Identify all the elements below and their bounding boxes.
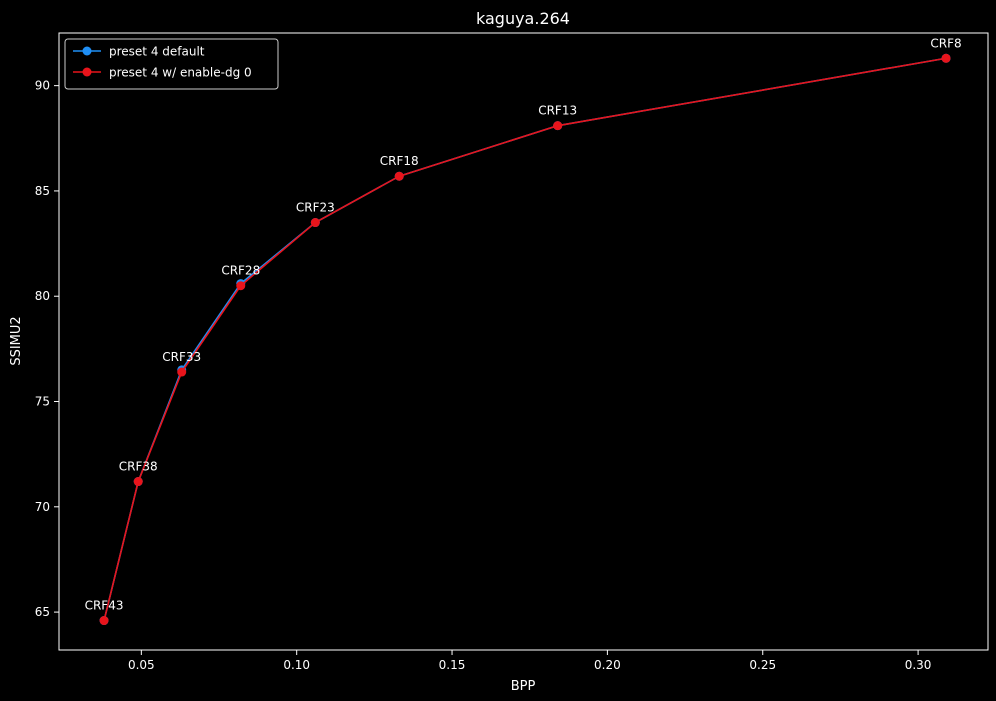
y-tick-label: 80 bbox=[35, 289, 50, 303]
y-tick-label: 85 bbox=[35, 184, 50, 198]
x-axis-label: BPP bbox=[511, 679, 536, 694]
point-annotation: CRF13 bbox=[538, 104, 577, 118]
legend-label: preset 4 default bbox=[109, 45, 205, 59]
x-axis: 0.05 0.10 0.15 0.20 0.25 0.30 bbox=[128, 650, 931, 672]
point-annotation: CRF43 bbox=[85, 599, 124, 613]
point-annotation: CRF23 bbox=[296, 201, 335, 215]
plot-area: CRF43 CRF38 CRF33 CRF28 CRF23 CRF18 CRF13 CRF8 bbox=[85, 36, 962, 626]
x-tick-label: 0.05 bbox=[128, 658, 155, 672]
x-tick-label: 0.10 bbox=[283, 658, 310, 672]
legend-marker bbox=[82, 46, 92, 56]
point-annotation: CRF33 bbox=[162, 350, 201, 364]
point-annotation: CRF38 bbox=[119, 460, 158, 474]
point-annotation: CRF18 bbox=[380, 154, 419, 168]
data-point bbox=[553, 121, 563, 131]
y-tick-label: 65 bbox=[35, 605, 50, 619]
series-line bbox=[103, 57, 947, 621]
data-point bbox=[133, 477, 143, 487]
x-tick-label: 0.20 bbox=[594, 658, 621, 672]
legend-marker bbox=[82, 67, 92, 77]
y-tick-label: 90 bbox=[35, 79, 50, 93]
legend-box bbox=[64, 38, 279, 90]
plot-frame bbox=[58, 32, 989, 651]
chart-title: kaguya.264 bbox=[476, 9, 570, 28]
legend: preset 4 default preset 4 w/ enable-dg 0 bbox=[64, 38, 279, 90]
point-annotation: CRF28 bbox=[221, 264, 260, 278]
data-point bbox=[177, 367, 187, 377]
data-point bbox=[99, 616, 109, 626]
y-axis: 65 70 75 80 85 90 bbox=[35, 79, 59, 619]
data-point bbox=[941, 53, 951, 63]
data-point bbox=[236, 281, 246, 291]
data-point bbox=[394, 171, 404, 181]
data-point bbox=[310, 218, 320, 228]
point-annotation: CRF8 bbox=[930, 36, 961, 50]
y-axis-label: SSIMU2 bbox=[9, 316, 24, 365]
y-tick-label: 70 bbox=[35, 500, 50, 514]
x-tick-label: 0.30 bbox=[905, 658, 932, 672]
legend-label: preset 4 w/ enable-dg 0 bbox=[109, 66, 252, 80]
y-tick-label: 75 bbox=[35, 395, 50, 409]
x-tick-label: 0.25 bbox=[749, 658, 776, 672]
x-tick-label: 0.15 bbox=[439, 658, 466, 672]
